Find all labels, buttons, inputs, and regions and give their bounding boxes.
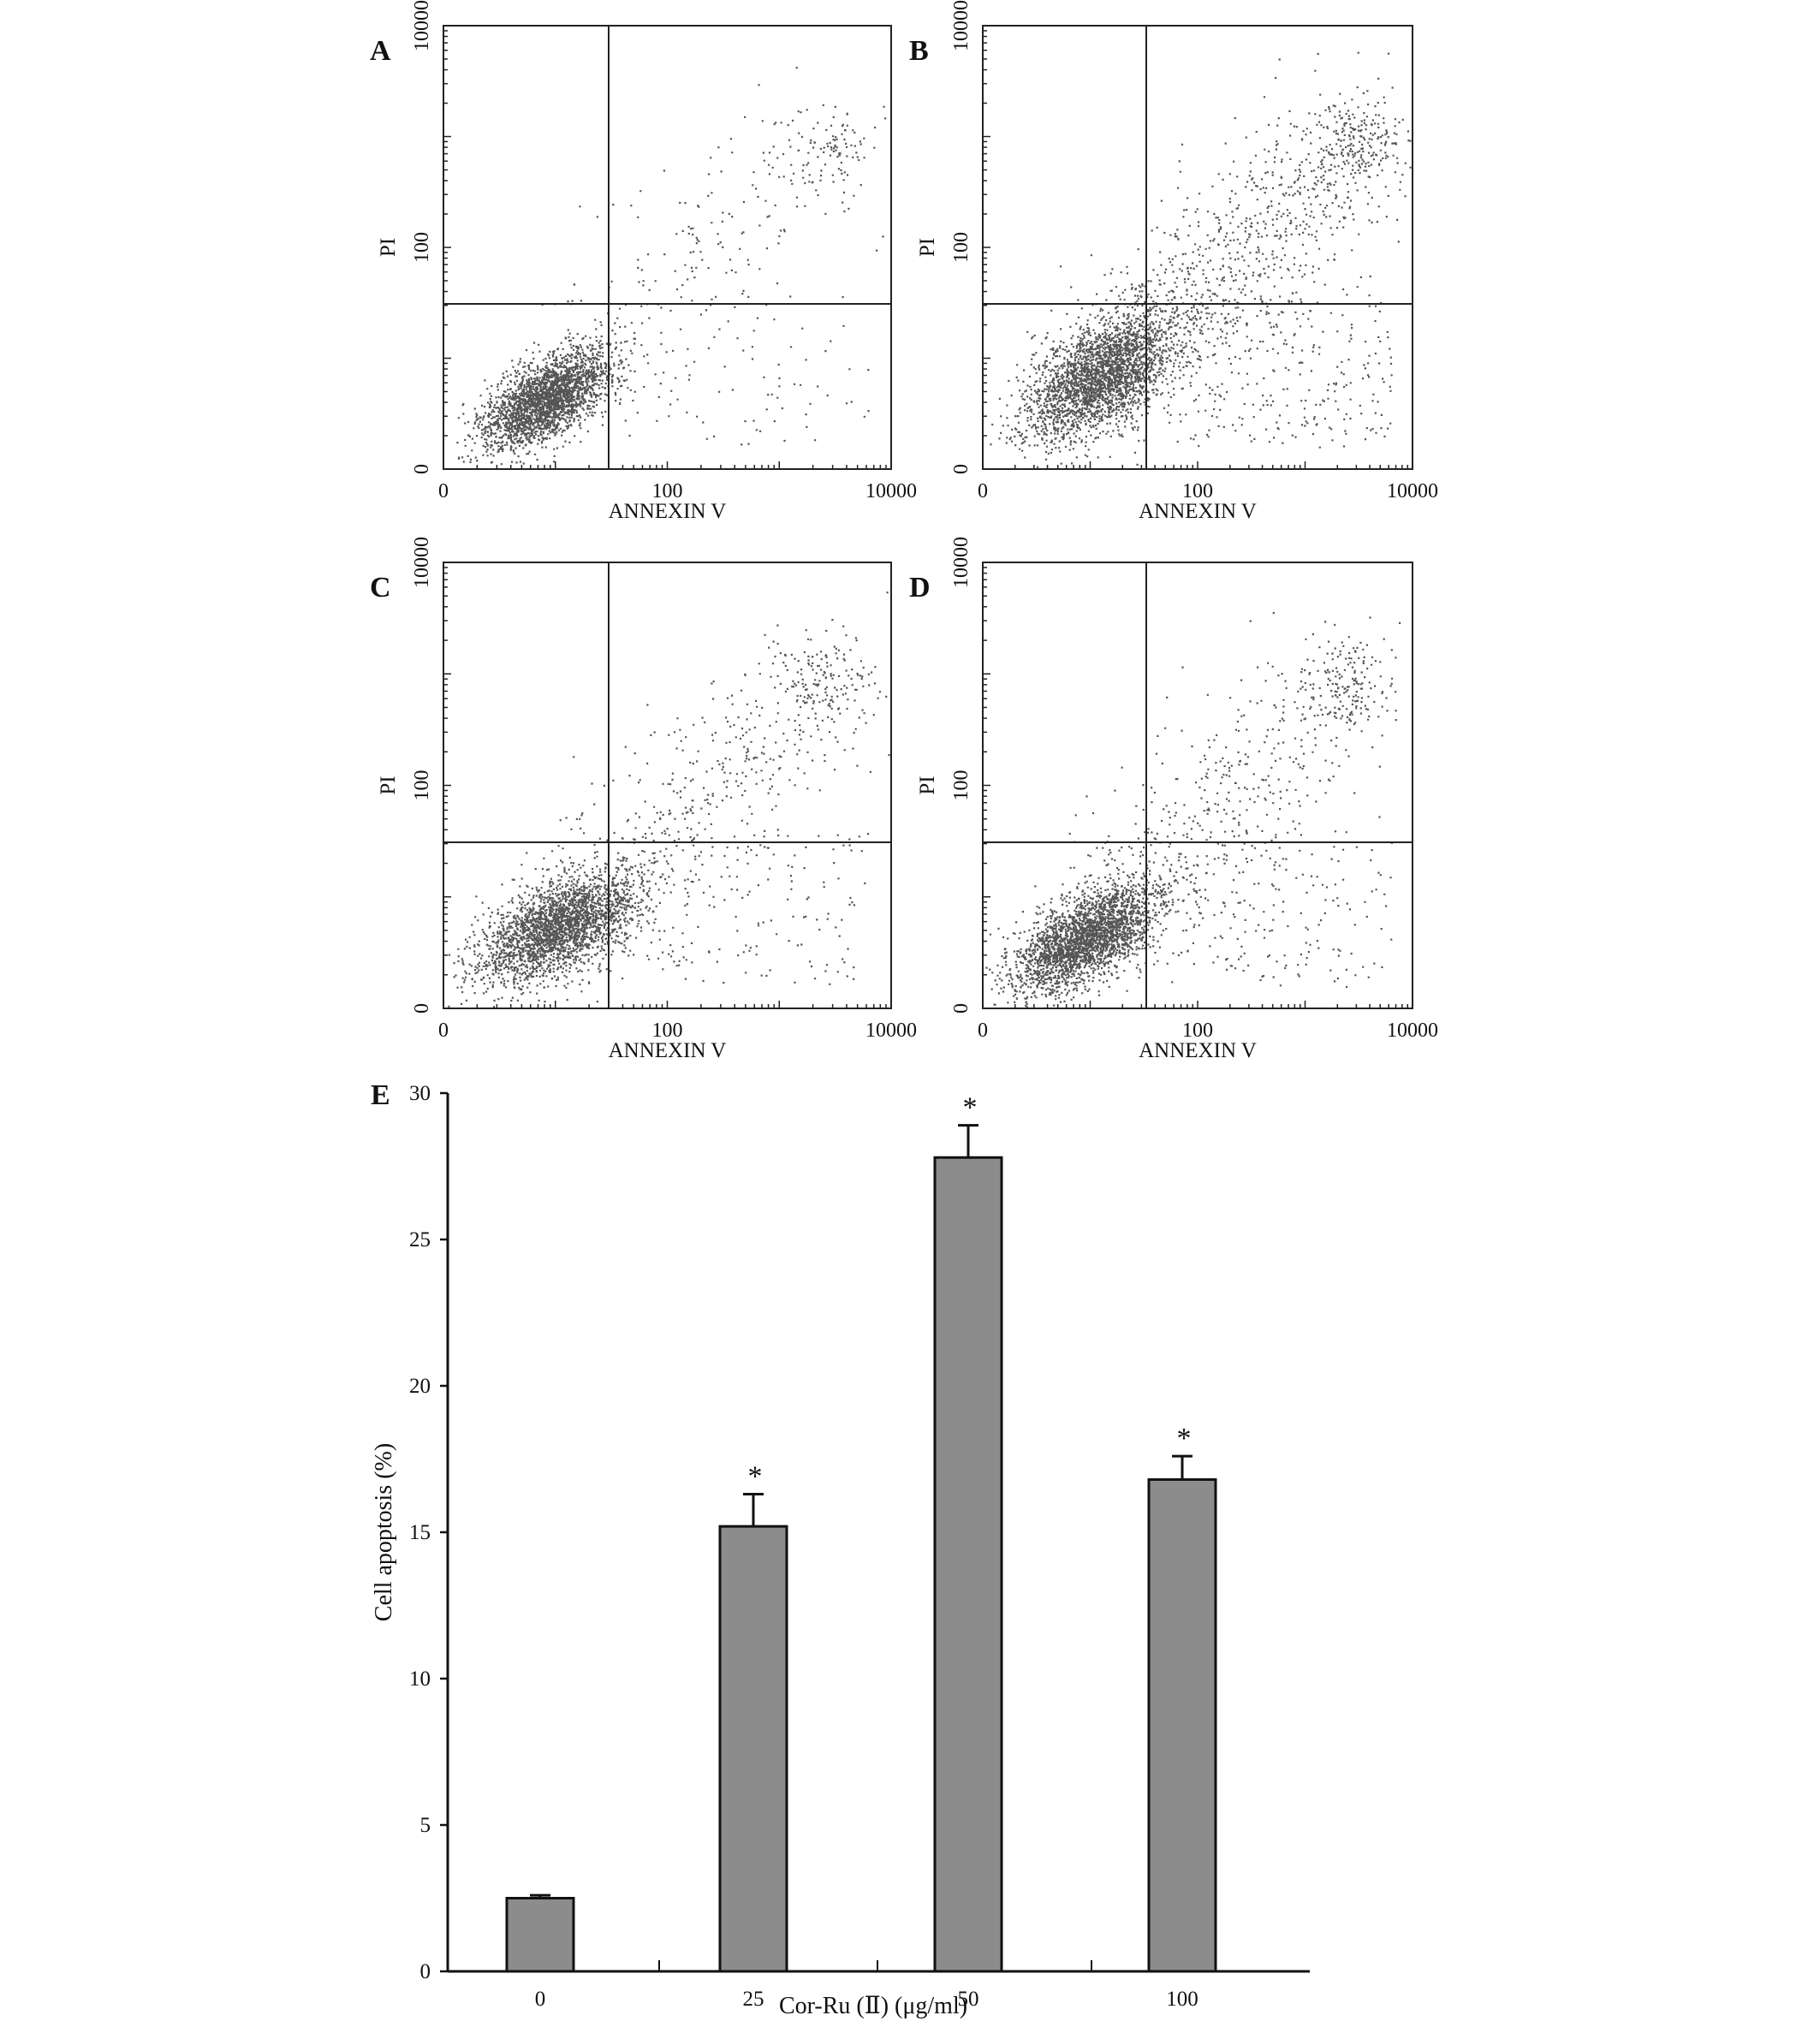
panel-letter: E xyxy=(371,1079,390,1111)
y-tick-label: 20 xyxy=(409,1375,431,1398)
y-axis-label: PI xyxy=(377,776,400,794)
scatter-dots xyxy=(985,612,1401,1008)
scatter-dots xyxy=(456,67,887,466)
panel-letter: B xyxy=(909,35,929,67)
y-tick-label: 5 xyxy=(420,1814,431,1837)
bar-25 xyxy=(718,1525,788,1973)
x-tick-label: 0 xyxy=(978,1019,988,1042)
axis-ticks xyxy=(982,30,1409,470)
x-tick-label: 100 xyxy=(1166,1988,1198,2011)
y-tick-label: 100 xyxy=(411,770,433,801)
x-tick-label: 25 xyxy=(743,1988,764,2011)
axis-ticks xyxy=(443,567,887,1009)
x-tick-label: 50 xyxy=(958,1988,979,2011)
y-axis-label: PI xyxy=(916,776,939,794)
panel-letter: C xyxy=(370,572,391,603)
y-axis-label: PI xyxy=(916,238,939,257)
y-tick-label: 25 xyxy=(409,1228,431,1251)
scatter-dots xyxy=(448,591,890,1008)
axis-ticks xyxy=(443,30,887,470)
y-tick-label: 30 xyxy=(409,1082,431,1105)
bar-100 xyxy=(1147,1477,1217,1973)
x-tick-label: 100 xyxy=(652,1019,683,1042)
y-tick-label: 0 xyxy=(411,1003,433,1014)
x-tick-label: 100 xyxy=(1182,1019,1213,1042)
x-axis-label: ANNEXIN V xyxy=(609,1039,727,1062)
x-tick-label: 10000 xyxy=(865,1019,917,1042)
x-tick-label: 10000 xyxy=(1387,480,1438,502)
x-tick-label: 100 xyxy=(652,480,683,502)
x-tick-label: 0 xyxy=(438,480,449,502)
y-tick-label: 10 xyxy=(409,1667,431,1691)
scatter-points xyxy=(448,591,890,1008)
x-axis-label: Cor-Ru (Ⅱ) (μg/ml) xyxy=(779,1993,967,2019)
y-axis-label: PI xyxy=(377,238,400,257)
y-tick-label: 15 xyxy=(409,1521,431,1544)
bar-50 xyxy=(933,1156,1003,1973)
flow-panel-b: B 0 100 10000 0 100 10000 ANNEXIN V PI xyxy=(909,0,1438,523)
y-tick-label: 0 xyxy=(950,1003,972,1014)
y-tick-label: 0 xyxy=(420,1960,431,1983)
y-tick-label: 100 xyxy=(950,770,972,801)
flow-panel-d: D 0 100 10000 0 100 10000 ANNEXIN V PI xyxy=(909,537,1438,1062)
x-tick-label: 10000 xyxy=(865,480,917,502)
x-tick-label: 0 xyxy=(535,1988,546,2011)
x-axis-label: ANNEXIN V xyxy=(1139,1039,1257,1062)
y-tick-label: 0 xyxy=(950,464,972,474)
axis-ticks xyxy=(982,567,1409,1009)
y-tick-label: 10000 xyxy=(950,537,972,588)
bar-0 xyxy=(505,1897,575,1973)
significance-marker: * xyxy=(963,1092,978,1124)
x-tick-label: 0 xyxy=(978,480,988,502)
y-tick-label: 10000 xyxy=(950,0,972,51)
bar-chart-e: E 0 5 10 15 20 25 30 0 25 * 50 * 100 * Cor-Ru (Ⅱ) (μg/m… xyxy=(371,1079,1310,2019)
plot-frame xyxy=(982,25,1413,470)
scatter-points xyxy=(990,51,1412,468)
flow-panel-a: A 0 100 10000 0 100 10000 ANNEXIN V PI xyxy=(370,0,917,523)
scatter-dots xyxy=(990,51,1412,468)
significance-marker: * xyxy=(748,1461,763,1493)
panel-letter: A xyxy=(370,35,391,67)
scatter-points xyxy=(985,612,1401,1008)
y-tick-label: 100 xyxy=(950,232,972,263)
significance-marker: * xyxy=(1177,1423,1192,1454)
flow-panel-c: C 0 100 10000 0 100 10000 ANNEXIN V PI xyxy=(370,537,917,1062)
x-tick-label: 100 xyxy=(1182,480,1213,502)
x-tick-label: 0 xyxy=(438,1019,449,1042)
x-tick-label: 10000 xyxy=(1387,1019,1438,1042)
y-tick-label: 10000 xyxy=(411,0,433,51)
scatter-points xyxy=(456,67,887,466)
y-tick-label: 0 xyxy=(411,464,433,474)
panel-letter: D xyxy=(909,572,931,603)
y-tick-label: 10000 xyxy=(411,537,433,588)
x-axis-label: ANNEXIN V xyxy=(609,500,727,523)
y-tick-label: 100 xyxy=(411,232,433,263)
y-axis-label: Cell apoptosis (%) xyxy=(371,1443,397,1621)
x-axis-label: ANNEXIN V xyxy=(1139,500,1257,523)
